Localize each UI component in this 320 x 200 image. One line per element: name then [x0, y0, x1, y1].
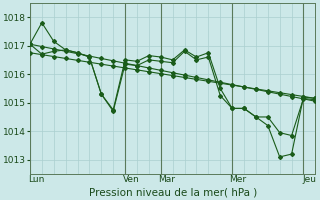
X-axis label: Pression niveau de la mer( hPa ): Pression niveau de la mer( hPa ) [89, 187, 257, 197]
